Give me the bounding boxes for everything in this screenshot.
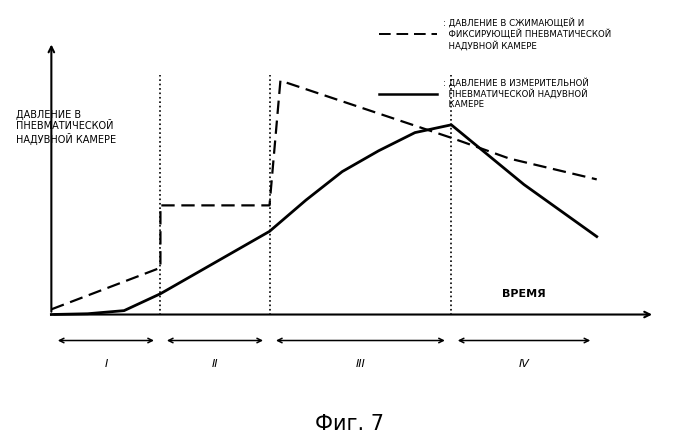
Text: IV: IV: [519, 359, 529, 369]
Text: : ДАВЛЕНИЕ В ИЗМЕРИТЕЛЬНОЙ
  ПНЕВМАТИЧЕСКОЙ НАДУВНОЙ
  КАМЕРЕ: : ДАВЛЕНИЕ В ИЗМЕРИТЕЛЬНОЙ ПНЕВМАТИЧЕСКО…: [442, 78, 589, 110]
Text: ДАВЛЕНИЕ В
ПНЕВМАТИЧЕСКОЙ
НАДУВНОЙ КАМЕРЕ: ДАВЛЕНИЕ В ПНЕВМАТИЧЕСКОЙ НАДУВНОЙ КАМЕР…: [17, 110, 117, 145]
Text: ВРЕМЯ: ВРЕМЯ: [502, 289, 546, 299]
Text: III: III: [356, 359, 366, 369]
Text: : ДАВЛЕНИЕ В СЖИМАЮЩЕЙ И
  ФИКСИРУЮЩЕЙ ПНЕВМАТИЧЕСКОЙ
  НАДУВНОЙ КАМЕРЕ: : ДАВЛЕНИЕ В СЖИМАЮЩЕЙ И ФИКСИРУЮЩЕЙ ПНЕ…: [442, 18, 611, 50]
Text: Фиг. 7: Фиг. 7: [315, 413, 384, 434]
Text: I: I: [104, 359, 108, 369]
Text: II: II: [212, 359, 218, 369]
